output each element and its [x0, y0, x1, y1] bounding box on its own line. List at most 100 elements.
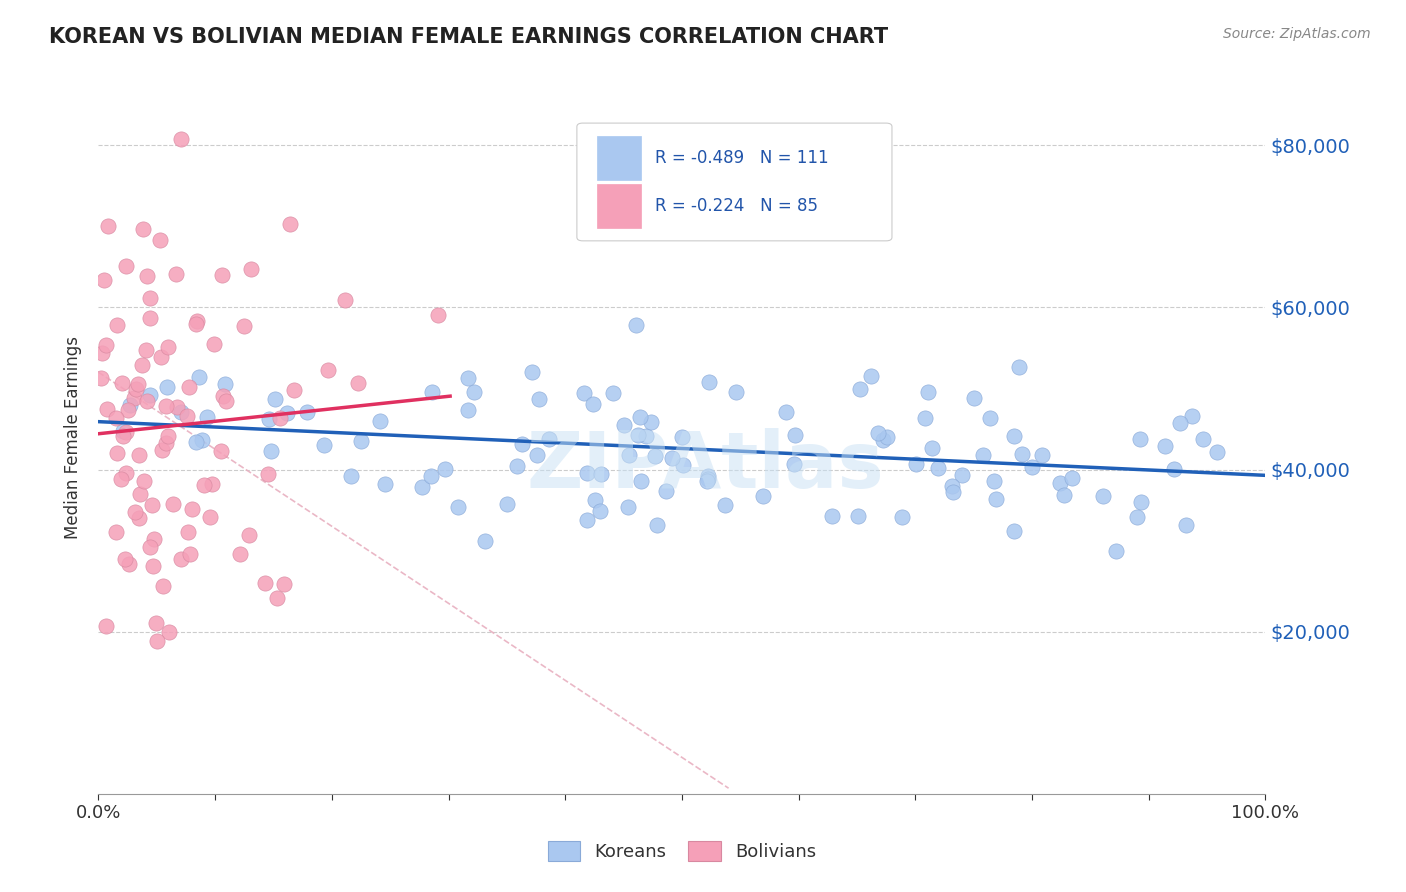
- Text: R = -0.489   N = 111: R = -0.489 N = 111: [655, 149, 828, 167]
- Point: [150, 442, 173, 457]
- Point: [134, 474, 156, 488]
- Point: [209, 443, 232, 458]
- Point: [105, 411, 128, 425]
- Point: [138, 311, 160, 326]
- Point: [191, 433, 214, 447]
- Point: [188, 369, 211, 384]
- Point: [316, 363, 339, 377]
- Text: R = -0.224   N = 85: R = -0.224 N = 85: [655, 197, 818, 215]
- Point: [110, 472, 132, 486]
- Point: [645, 517, 668, 532]
- Point: [128, 448, 150, 462]
- Point: [118, 398, 141, 412]
- Point: [905, 457, 928, 471]
- Point: [146, 634, 169, 648]
- Point: [979, 410, 1001, 425]
- Point: [195, 409, 218, 424]
- Point: [124, 505, 146, 519]
- Point: [202, 337, 225, 351]
- Point: [1002, 429, 1025, 443]
- Point: [257, 412, 280, 426]
- Point: [583, 493, 606, 508]
- Point: [1129, 494, 1152, 508]
- Point: [170, 132, 193, 146]
- Point: [420, 385, 443, 400]
- Point: [177, 380, 200, 394]
- Point: [624, 318, 647, 333]
- Point: [193, 478, 215, 492]
- Point: [634, 429, 657, 443]
- Point: [181, 502, 204, 516]
- Point: [1175, 517, 1198, 532]
- Point: [136, 394, 159, 409]
- Point: [141, 498, 163, 512]
- Bar: [596, 136, 641, 180]
- Point: [125, 382, 148, 396]
- Point: [110, 376, 132, 390]
- Point: [1163, 462, 1185, 476]
- Point: [520, 365, 543, 379]
- Point: [139, 541, 162, 555]
- Point: [866, 425, 889, 440]
- Point: [890, 510, 912, 524]
- Point: [149, 233, 172, 247]
- Point: [617, 448, 640, 462]
- Point: [350, 434, 373, 448]
- Y-axis label: Median Female Earnings: Median Female Earnings: [65, 335, 83, 539]
- Point: [1031, 448, 1053, 462]
- Point: [170, 551, 193, 566]
- Point: [138, 387, 160, 401]
- Point: [952, 467, 974, 482]
- Point: [510, 437, 533, 451]
- Point: [233, 318, 256, 333]
- Point: [463, 384, 485, 399]
- Point: [374, 477, 396, 491]
- Point: [115, 466, 138, 480]
- Point: [253, 576, 276, 591]
- Point: [848, 382, 870, 396]
- Point: [588, 504, 610, 518]
- Point: [186, 313, 208, 327]
- Point: [260, 444, 283, 458]
- Point: [117, 402, 139, 417]
- Point: [917, 384, 939, 399]
- Point: [1206, 444, 1229, 458]
- Point: [212, 389, 235, 403]
- Point: [1181, 409, 1204, 423]
- Point: [602, 386, 624, 401]
- Point: [276, 405, 298, 419]
- Point: [575, 513, 598, 527]
- Point: [152, 579, 174, 593]
- Point: [264, 392, 287, 406]
- Point: [627, 428, 650, 442]
- Point: [1011, 446, 1033, 460]
- FancyBboxPatch shape: [576, 123, 891, 241]
- Point: [347, 376, 370, 390]
- Point: [655, 483, 678, 498]
- Point: [672, 458, 695, 472]
- Point: [1154, 439, 1177, 453]
- Point: [617, 500, 640, 514]
- Point: [1053, 488, 1076, 502]
- Point: [427, 308, 450, 322]
- Point: [527, 392, 550, 406]
- Point: [457, 403, 479, 417]
- Point: [105, 524, 128, 539]
- Point: [581, 397, 603, 411]
- Point: [111, 429, 134, 443]
- Point: [640, 416, 662, 430]
- Point: [91, 346, 114, 360]
- Point: [96, 402, 118, 417]
- Point: [495, 496, 517, 510]
- Point: [184, 434, 207, 449]
- Point: [117, 558, 139, 572]
- Point: [752, 489, 775, 503]
- Point: [783, 427, 806, 442]
- Point: [506, 459, 529, 474]
- Point: [775, 405, 797, 419]
- Point: [155, 399, 177, 413]
- Point: [589, 467, 612, 481]
- Point: [697, 375, 720, 389]
- Point: [1007, 360, 1029, 375]
- Point: [333, 293, 356, 307]
